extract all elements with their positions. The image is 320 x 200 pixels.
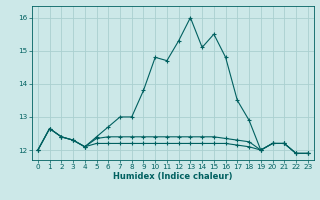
X-axis label: Humidex (Indice chaleur): Humidex (Indice chaleur) <box>113 172 233 181</box>
